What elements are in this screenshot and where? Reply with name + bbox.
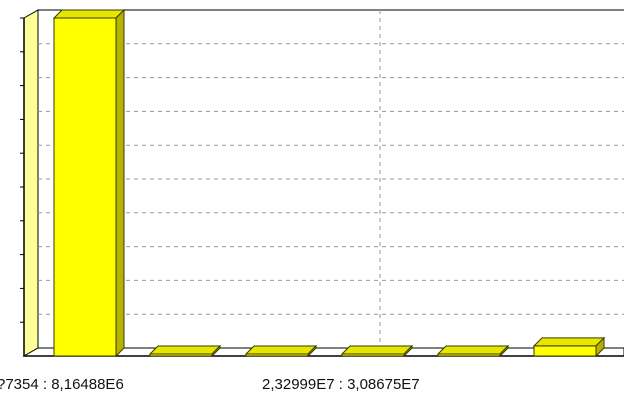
bar-top (148, 345, 222, 355)
bars (52, 8, 606, 358)
bar-top (52, 9, 126, 19)
x-tick-label-2: 2,32999E7 : 3,08675E7 (262, 376, 420, 393)
y-axis-ticks (20, 17, 24, 323)
bar-front (533, 345, 597, 357)
bar (532, 336, 606, 358)
bar-top (532, 337, 606, 347)
bar (244, 344, 318, 358)
bar-side (307, 344, 317, 358)
bar-side (499, 344, 509, 358)
bar-side (595, 336, 605, 358)
bar-side (403, 344, 413, 358)
bar-side (211, 344, 221, 358)
bar-top (436, 345, 510, 355)
x-tick-labels: ?7354 : 8,16488E6 2,32999E7 : 3,08675E7 (0, 376, 420, 393)
bar (148, 344, 222, 358)
x-tick-label-1: ?7354 : 8,16488E6 (0, 376, 124, 393)
gridlines (38, 10, 624, 348)
bar-top (340, 345, 414, 355)
bar-top (244, 345, 318, 355)
chart-left-wall (23, 9, 39, 357)
bar-side (115, 8, 125, 358)
bar (340, 344, 414, 358)
bar (436, 344, 510, 358)
bar-front (53, 17, 117, 357)
bar (52, 8, 126, 358)
